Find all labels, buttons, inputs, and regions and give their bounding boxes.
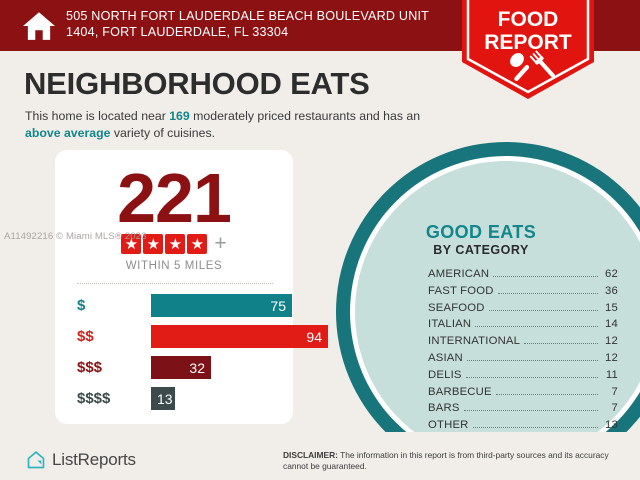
category-name: OTHER <box>428 419 469 432</box>
category-name: DELIS <box>428 368 462 381</box>
bar-row: $$ 94 <box>55 323 328 354</box>
category-row: ITALIAN 14 <box>428 318 618 335</box>
category-name: SEAFOOD <box>428 301 485 314</box>
mls-watermark: A11492216 © Miami MLS® 2023 <box>4 231 147 242</box>
bar-value: 94 <box>306 328 322 345</box>
leader-dots <box>475 318 598 328</box>
leader-dots <box>466 352 598 361</box>
category-name: ASIAN <box>428 351 463 364</box>
category-name: FAST FOOD <box>428 284 494 297</box>
disclaimer-label: DISCLAIMER: <box>283 450 338 460</box>
food-report-badge: FOOD REPORT <box>462 0 594 99</box>
star-icon: ★ <box>165 234 186 254</box>
bar: 32 <box>151 356 211 379</box>
category-value: 15 <box>605 301 618 314</box>
address-line-1: 505 NORTH FORT LAUDERDALE BEACH BOULEVAR… <box>66 9 430 23</box>
subtitle-restaurant-count: 169 <box>169 109 190 123</box>
good-eats-subtitle: BY CATEGORY <box>433 243 529 257</box>
star-icon: ★ <box>121 234 142 254</box>
category-value: 11 <box>605 368 618 381</box>
card-divider <box>77 283 273 285</box>
leader-dots <box>488 302 598 311</box>
bar-label: $$$ <box>77 359 103 376</box>
star-rating: ★ ★ ★ ★ + <box>55 232 293 255</box>
subtitle-text-3: variety of cuisines. <box>110 125 216 140</box>
bar: 94 <box>151 325 328 348</box>
bar-label: $$$$ <box>77 390 111 407</box>
bar-label: $ <box>77 297 86 314</box>
category-row: BARBECUE 7 <box>428 386 618 403</box>
bar-label: $$ <box>77 328 94 345</box>
page-title: NEIGHBORHOOD EATS <box>24 66 370 101</box>
restaurant-count: 221 <box>117 159 232 237</box>
address-line-2: 1404, FORT LAUDERDALE, FL 33304 <box>66 24 289 39</box>
leader-dots <box>493 268 598 277</box>
home-icon <box>23 12 55 40</box>
leader-dots <box>463 402 598 412</box>
price-bar-chart: $75 $$ 94 $$$ 32 $$$$ 13 <box>55 292 328 416</box>
category-row: AMERICAN 62 <box>428 268 618 285</box>
good-eats-title: GOOD EATS <box>425 222 537 242</box>
bar: 13 <box>151 387 175 410</box>
page-subtitle: This home is located near 169 moderately… <box>25 108 450 141</box>
header-address-block: 505 NORTH FORT LAUDERDALE BEACH BOULEVAR… <box>22 8 429 43</box>
radius-caption: WITHIN 5 MILES <box>125 260 223 272</box>
subtitle-variety-rating: above average <box>25 125 111 140</box>
category-name: AMERICAN <box>428 268 490 280</box>
badge-line-1: FOOD <box>498 8 559 31</box>
category-value: 12 <box>605 351 618 364</box>
footer <box>0 432 640 480</box>
category-value: 36 <box>605 284 618 297</box>
restaurant-count-card: 221 ★ ★ ★ ★ + WITHIN 5 MILES $75 $$ 94 $$$ 32 $$$… <box>55 150 328 424</box>
good-eats-panel <box>336 142 640 480</box>
spoon-fork-icon <box>510 50 556 81</box>
bar-row: $$$$ 13 <box>55 385 293 416</box>
bar-value: 32 <box>189 359 205 376</box>
bar-row: $$$ 32 <box>55 354 293 385</box>
leader-dots <box>497 285 598 294</box>
leader-dots <box>465 369 598 378</box>
house-pin-icon <box>27 451 45 469</box>
category-list: AMERICAN 62 FAST FOOD 36 SEAFOOD 15 ITALIAN 14 I… <box>428 268 618 436</box>
leader-dots <box>524 335 598 345</box>
category-row: ASIAN 12 <box>428 352 618 369</box>
star-icon: ★ <box>143 234 164 254</box>
category-value: 62 <box>605 268 618 280</box>
listreports-logo[interactable]: ListReports <box>26 450 136 470</box>
category-row: DELIS 11 <box>428 369 618 386</box>
category-row: OTHER 13 <box>428 419 618 436</box>
category-name: INTERNATIONAL <box>428 335 521 348</box>
subtitle-text-1: This home is located near <box>25 109 170 123</box>
plus-icon: + <box>214 232 227 255</box>
category-name: BARBECUE <box>428 385 492 398</box>
disclaimer-text: The information in this report is from t… <box>283 450 609 471</box>
category-name: BARS <box>428 402 460 415</box>
logo-text: ListReports <box>52 450 136 469</box>
bar-row: $75 <box>55 292 293 323</box>
category-row: INTERNATIONAL 12 <box>428 335 618 352</box>
category-value: 12 <box>605 335 618 348</box>
badge-line-2: REPORT <box>484 31 572 54</box>
property-address: 505 NORTH FORT LAUDERDALE BEACH BOULEVAR… <box>66 9 429 40</box>
star-icon: ★ <box>187 234 208 254</box>
category-row: SEAFOOD 15 <box>428 302 618 319</box>
category-row: BARS 7 <box>428 402 618 419</box>
subtitle-text-2: moderately priced restaurants and has an <box>189 109 421 123</box>
bar-value: 75 <box>270 297 286 314</box>
category-name: ITALIAN <box>428 318 472 331</box>
bar: 75 <box>151 294 292 317</box>
category-value: 7 <box>611 385 618 398</box>
panel-fill <box>355 161 640 463</box>
category-value: 7 <box>611 402 618 415</box>
bar-value: 13 <box>157 390 173 407</box>
leader-dots <box>472 419 598 429</box>
leader-dots <box>495 386 598 395</box>
disclaimer: DISCLAIMER: The information in this repo… <box>283 450 633 471</box>
category-value: 14 <box>605 318 618 331</box>
category-value: 13 <box>605 419 618 432</box>
category-row: FAST FOOD 36 <box>428 285 618 302</box>
